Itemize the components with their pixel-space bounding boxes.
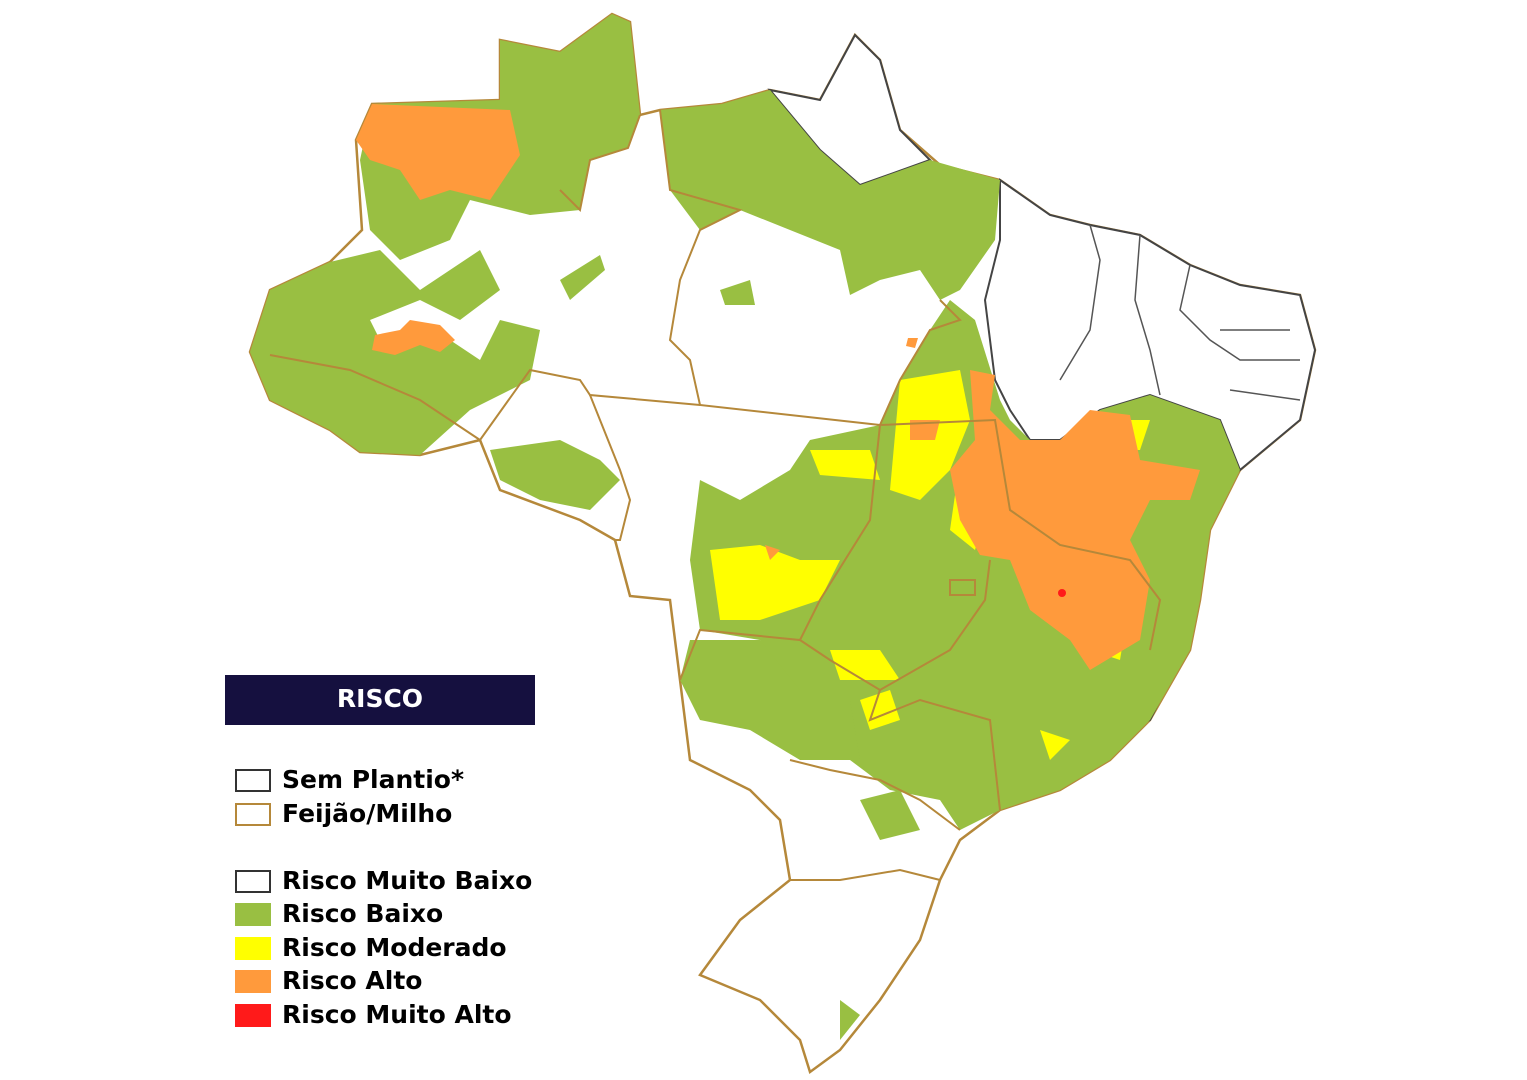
legend-swatch (235, 803, 271, 826)
legend-title: RISCO (337, 684, 423, 713)
legend-header (225, 675, 535, 725)
legend-label: Risco Muito Baixo (282, 866, 532, 895)
legend-swatch (235, 937, 271, 960)
legend-label: Risco Moderado (282, 933, 507, 962)
high-risk-areas (356, 104, 1200, 670)
low-risk-areas (250, 14, 1240, 1040)
legend-label: Feijão/Milho (282, 799, 452, 828)
legend-label: Risco Alto (282, 966, 422, 995)
no-planting-borders (1059, 224, 1301, 401)
legend-label: Risco Baixo (282, 899, 443, 928)
legend-label: Sem Plantio* (282, 765, 464, 794)
very-high-risk-area (1058, 589, 1066, 597)
state-borders (269, 109, 1162, 881)
legend-swatch (235, 769, 271, 792)
legend-swatch (235, 870, 271, 893)
legend-swatch (235, 970, 271, 993)
legend-swatch (235, 903, 271, 926)
legend-label: Risco Muito Alto (282, 1000, 512, 1029)
legend-swatch (235, 1004, 271, 1027)
